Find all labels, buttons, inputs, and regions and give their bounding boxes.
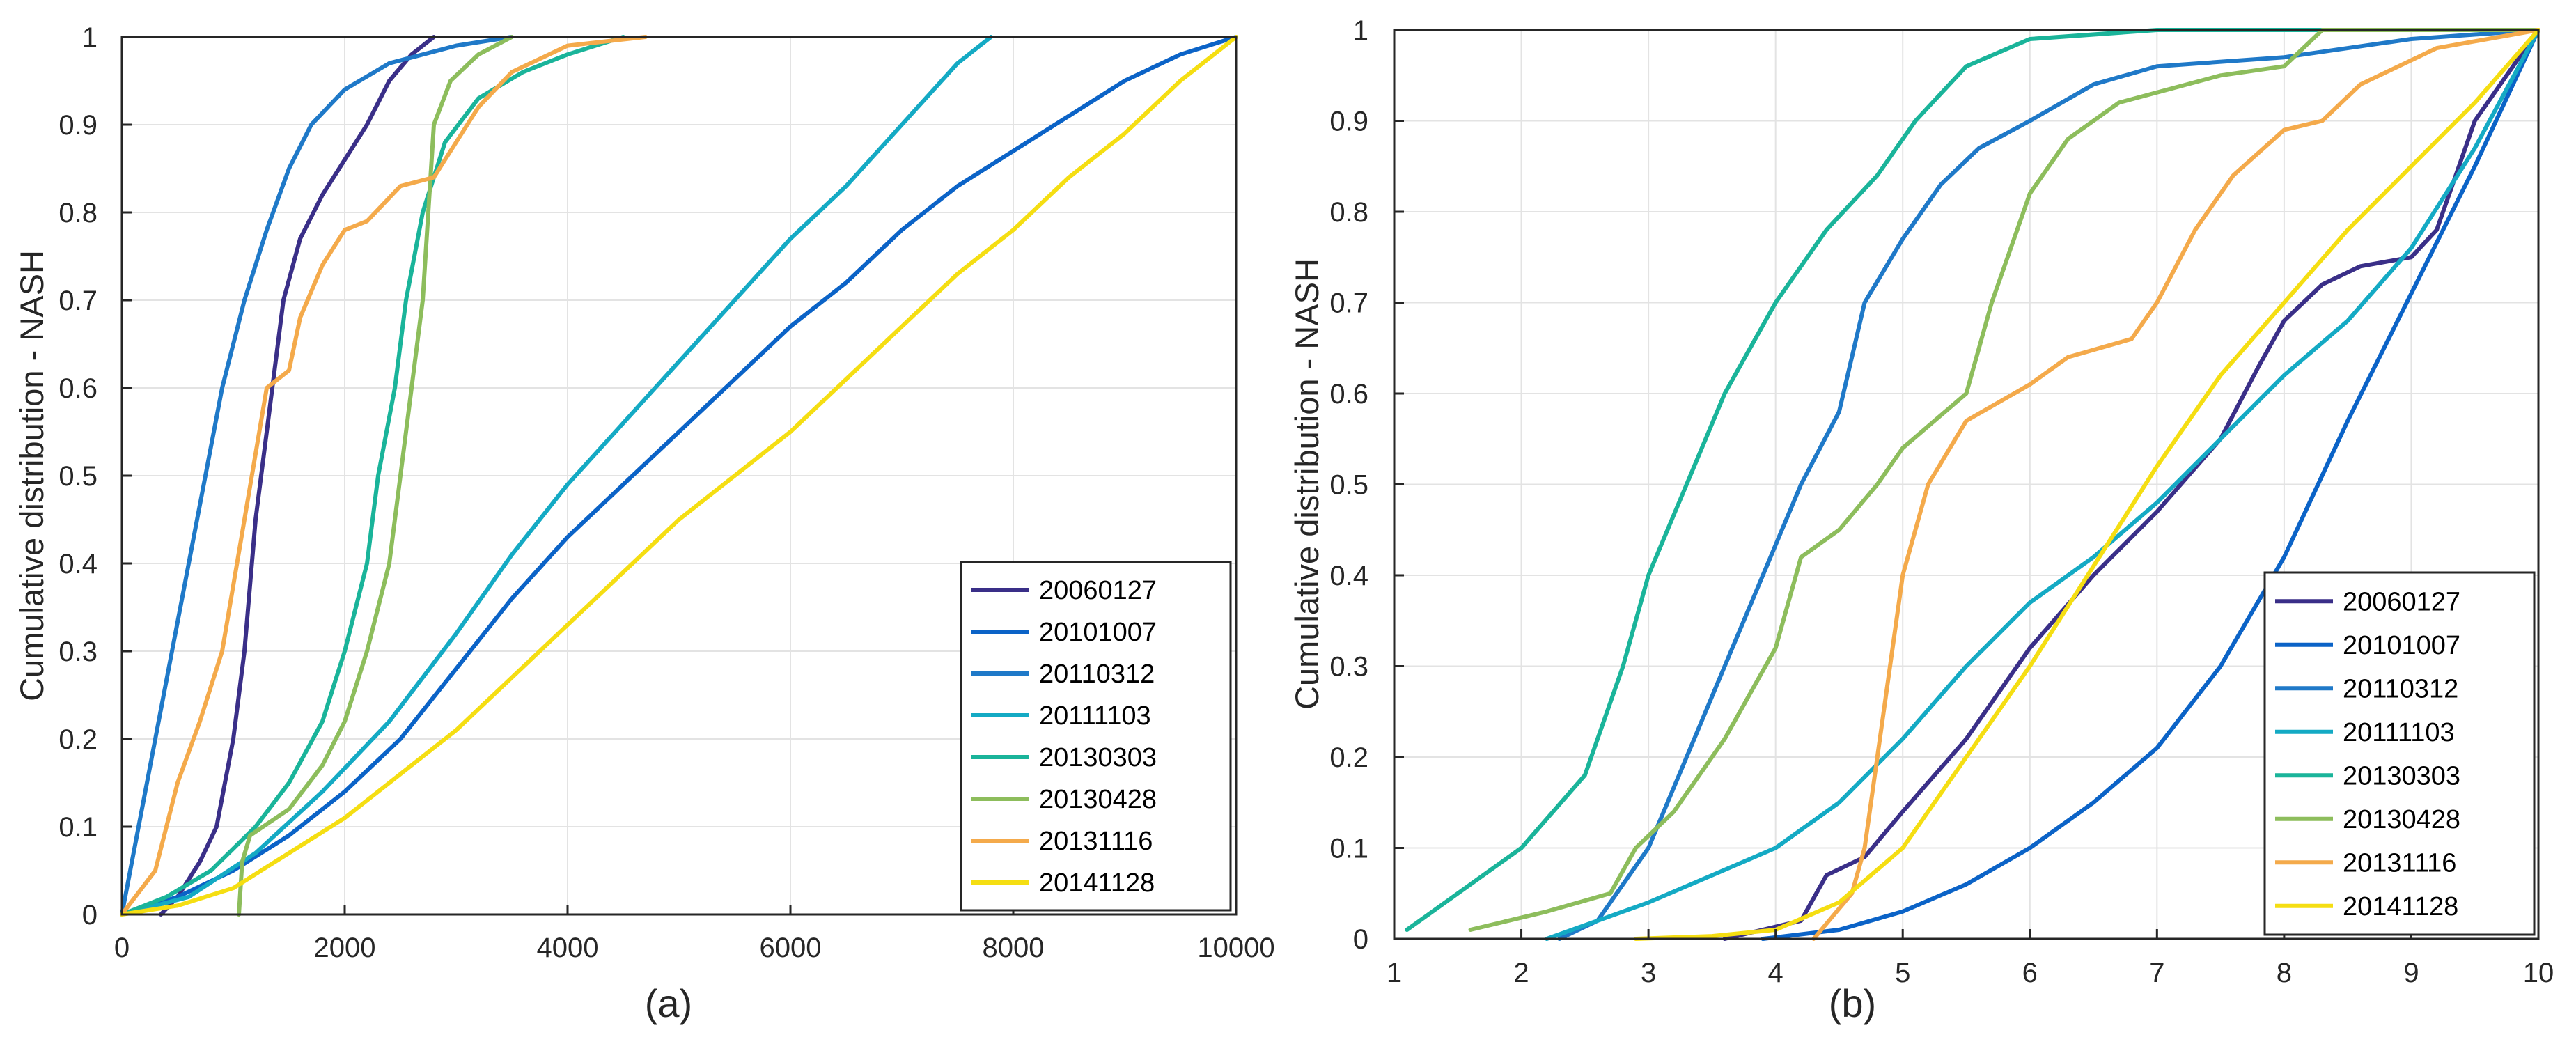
panel-a-y-tick-label-2: 0.2 <box>58 724 97 755</box>
panel-a-series-line-20111103 <box>120 35 993 917</box>
panel-a-y-tick-label-10: 1 <box>82 22 97 53</box>
panel-b-series-line-20130303 <box>1405 28 2540 932</box>
chart-panel-b: 1 2 3 4 5 6 7 8 9 10 0 0.1 0.2 0.3 0.4 0.5 0.6 0.7 0.8 0.9 1… <box>1288 15 2554 1025</box>
panel-b-legend-label-20130428: 20130428 <box>2343 805 2460 834</box>
panel-a-y-tick-label-6: 0.6 <box>58 373 97 404</box>
panel-b-legend-label-20131116: 20131116 <box>2343 848 2456 878</box>
panel-a-legend-label-20131116: 20131116 <box>1039 827 1153 856</box>
panel-a-series-line-20141128 <box>120 35 1238 917</box>
panel-b-x-tick-label-4: 5 <box>1895 958 1910 988</box>
panel-a-legend-label-20060127: 20060127 <box>1039 576 1157 605</box>
panel-b-series-line-20141128 <box>1633 28 2540 941</box>
panel-a-x-tick-label-2: 4000 <box>537 933 599 963</box>
panel-a-y-tick-label-3: 0.3 <box>58 637 97 667</box>
panel-a-legend-label-20110312: 20110312 <box>1039 660 1155 689</box>
panel-a-legend-label-20130303: 20130303 <box>1039 743 1157 772</box>
panel-b-y-tick-label-5: 0.5 <box>1329 470 1368 501</box>
panel-b-x-tick-label-0: 1 <box>1387 958 1402 988</box>
panel-b-legend-label-20101007: 20101007 <box>2343 631 2460 660</box>
panel-a-series-line-20060127 <box>159 35 436 917</box>
panel-b-x-tick-label-2: 3 <box>1641 958 1656 988</box>
panel-b-legend-label-20060127: 20060127 <box>2343 587 2460 616</box>
panel-b-legend-label-20111103: 20111103 <box>2343 718 2455 747</box>
panel-b-series-line-20130428 <box>1468 28 2540 932</box>
panel-b-panel-label: (b) <box>1829 981 1876 1025</box>
panel-b-y-tick-label-2: 0.2 <box>1329 742 1368 773</box>
panel-a-x-tick-label-0: 0 <box>114 933 130 963</box>
panel-b-x-tick-label-3: 4 <box>1768 958 1783 988</box>
panel-a-y-tick-label-1: 0.1 <box>58 812 97 843</box>
panel-b-y-tick-label-3: 0.3 <box>1329 652 1368 683</box>
panel-b-series-line-20110312 <box>1557 28 2540 941</box>
panel-b-legend: 20060127 20101007 20110312 20111103 20130303… <box>2263 571 2536 936</box>
panel-b-legend-label-20110312: 20110312 <box>2343 674 2458 703</box>
panel-b-y-tick-label-7: 0.7 <box>1329 288 1368 319</box>
panel-a-x-tick-label-4: 8000 <box>983 933 1045 963</box>
panel-a-legend-label-20130428: 20130428 <box>1039 785 1157 814</box>
panel-a-x-tick-label-5: 10000 <box>1197 933 1274 963</box>
panel-a-y-tick-label-5: 0.5 <box>58 461 97 492</box>
panel-a-x-tick-label-3: 6000 <box>760 933 822 963</box>
panel-b-y-tick-label-10: 1 <box>1353 15 1368 46</box>
panel-b-x-tick-label-5: 6 <box>2022 958 2038 988</box>
panel-b-series-line-20111103 <box>1545 28 2540 941</box>
panel-b-y-tick-label-1: 0.1 <box>1329 834 1368 864</box>
panel-b-legend-label-20141128: 20141128 <box>2343 892 2458 921</box>
panel-b-x-tick-label-8: 9 <box>2403 958 2419 988</box>
panel-b-x-tick-label-6: 7 <box>2149 958 2164 988</box>
panel-a-y-tick-label-9: 0.9 <box>58 110 97 141</box>
panel-b-y-tick-label-8: 0.8 <box>1329 197 1368 228</box>
panel-b-y-tick-label-0: 0 <box>1353 924 1368 955</box>
chart-panel-a: 0 2000 4000 6000 8000 10000 0 0.1 0.2 0.3 0.4 0.5 0.… <box>13 22 1275 1025</box>
panel-a-legend: 20060127 20101007 20110312 20111103 20130303… <box>960 561 1232 912</box>
panel-b-y-tick-label-4: 0.4 <box>1329 561 1368 591</box>
panel-b-series-line-20060127 <box>1722 28 2540 941</box>
panel-a-series-line-20110312 <box>120 35 514 917</box>
panel-a-y-tick-label-8: 0.8 <box>58 198 97 228</box>
panel-a-legend-label-20141128: 20141128 <box>1039 868 1155 898</box>
panel-a-y-tick-label-7: 0.7 <box>58 286 97 316</box>
panel-a-y-axis-label: Cumulative distribution - NASH <box>13 250 50 701</box>
panel-b-series-line-20101007 <box>1761 28 2540 941</box>
panel-a-legend-label-20101007: 20101007 <box>1039 618 1157 647</box>
panel-b-x-tick-label-7: 8 <box>2277 958 2292 988</box>
panel-b-x-tick-label-9: 10 <box>2523 958 2554 988</box>
panel-a-legend-box <box>960 561 1232 912</box>
panel-b-y-axis-label: Cumulative distribution - NASH <box>1288 258 1325 710</box>
panel-b-legend-label-20130303: 20130303 <box>2343 761 2460 790</box>
panel-a-series-line-20131116 <box>120 35 648 917</box>
panel-b-y-tick-label-9: 0.9 <box>1329 107 1368 137</box>
panel-b-legend-box <box>2263 571 2536 936</box>
panel-a-legend-label-20111103: 20111103 <box>1039 701 1151 731</box>
panel-a-panel-label: (a) <box>645 981 692 1025</box>
panel-b-y-tick-label-6: 0.6 <box>1329 379 1368 410</box>
panel-a-y-tick-label-4: 0.4 <box>58 549 97 579</box>
panel-a-series-line-20101007 <box>120 35 1238 917</box>
panel-a-series-line-20130428 <box>237 35 514 917</box>
panel-a-x-tick-label-1: 2000 <box>314 933 376 963</box>
panel-b-series-line-20131116 <box>1811 28 2540 941</box>
panel-a-y-tick-label-0: 0 <box>82 900 97 930</box>
panel-b-x-tick-label-1: 2 <box>1513 958 1529 988</box>
